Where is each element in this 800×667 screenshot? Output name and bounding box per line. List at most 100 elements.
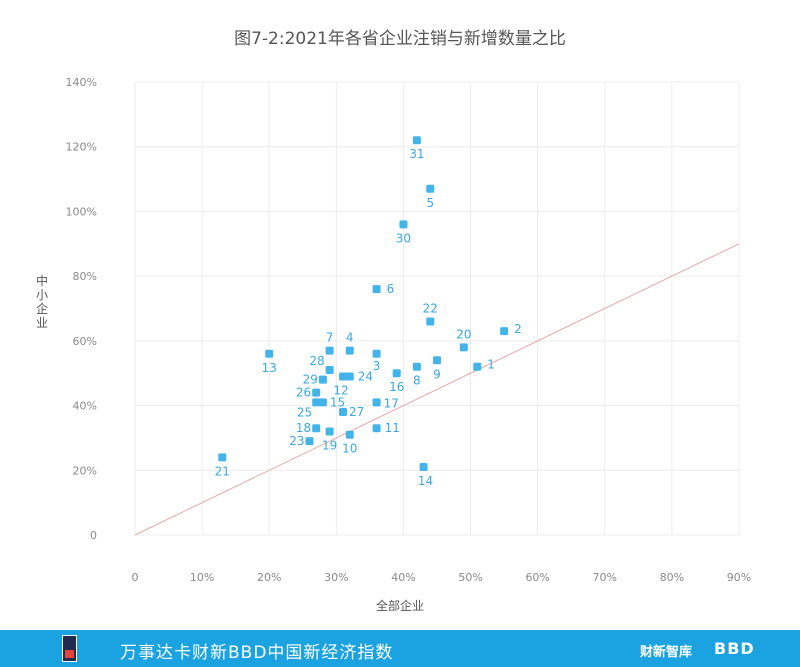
point-label: 24 [358,369,373,383]
y-axis-label: 中小企业 [36,273,48,330]
point-label: 11 [385,421,400,435]
point-label: 9 [433,367,441,381]
index-name: 万事达卡财新BBD中国新经济指数 [120,643,394,663]
point-label: 13 [262,361,277,375]
data-point [345,346,354,355]
data-point [318,398,327,407]
scatter-chart: 图7-2:2021年各省企业注销与新增数量之比 020%40%60%80%100… [36,29,752,613]
data-point [412,136,421,145]
data-point [339,372,348,381]
point-label: 23 [289,434,304,448]
point-label: 3 [373,359,381,373]
x-tick-label: 60% [525,571,549,584]
data-point [426,317,435,326]
data-point [372,349,381,358]
x-tick-label: 20% [257,571,281,584]
point-label: 18 [296,421,311,435]
grid [134,81,740,536]
y-axis-label-char: 中 [36,273,48,288]
point-label: 2 [514,322,522,336]
point-label: 20 [456,327,471,341]
data-point [339,408,348,417]
point-label: 29 [303,373,318,387]
data-point [372,424,381,433]
y-tick-label: 20% [73,464,97,477]
point-label: 1 [487,358,495,372]
data-point [419,463,428,472]
data-point [345,372,354,381]
y-tick-label: 40% [73,400,97,413]
data-point [412,362,421,371]
x-tick-label: 90% [727,571,751,584]
data-point [318,375,327,384]
y-tick-label: 0 [90,529,97,542]
point-label: 21 [215,464,230,478]
reference-line [134,243,740,536]
point-label: 4 [346,331,354,345]
y-axis-label-char: 业 [36,316,48,330]
x-tick-label: 50% [458,571,482,584]
point-label: 26 [296,386,311,400]
point-label: 27 [349,405,364,419]
y-tick-label: 100% [66,205,97,218]
x-tick-label: 30% [324,571,348,584]
x-tick-label: 10% [190,571,214,584]
point-label: 17 [384,396,399,410]
data-point [325,346,334,355]
point-label: 14 [418,474,433,488]
brand-caixin: 财新智库 [640,645,693,660]
point-label: 5 [426,196,434,210]
data-point [325,427,334,436]
point-label: 16 [389,380,404,394]
x-axis-label: 全部企业 [376,598,424,613]
point-label: 31 [409,147,424,161]
data-point [312,398,321,407]
x-tick-label: 70% [593,571,617,584]
point-label: 15 [330,395,345,409]
data-point [426,184,435,193]
data-point [372,398,381,407]
data-point [345,430,354,439]
data-point [399,220,408,229]
data-point [312,424,321,433]
x-tick-label: 80% [660,571,684,584]
x-axis: 0 10% 20% 30% 40% 50% 60% 70% 80% 90% [132,571,752,584]
point-label: 8 [413,374,421,388]
data-point [265,349,274,358]
point-label: 25 [297,405,312,419]
y-axis-label-char: 企 [36,301,48,316]
point-label: 10 [342,442,357,456]
x-tick-label: 0 [132,571,139,584]
x-tick-label: 40% [391,571,415,584]
point-label: 22 [423,301,438,315]
data-point [372,285,381,294]
point-label: 7 [326,331,334,345]
point-label: 19 [322,438,337,452]
data-point [459,343,468,352]
data-point [312,388,321,397]
y-axis-label-char: 小 [36,288,48,302]
point-label: 12 [333,383,348,397]
data-point [473,362,482,371]
point-label: 28 [309,354,324,368]
y-tick-label: 60% [73,335,97,348]
point-label: 30 [396,231,411,245]
y-axis: 0 20% 40% 60% 80% 100% 120% 140% [66,76,97,542]
y-tick-label: 120% [66,141,97,154]
data-point [325,365,334,374]
point-label: 6 [387,282,395,296]
data-point [433,356,441,365]
data-point [305,437,314,446]
data-point [392,369,401,378]
y-axis-label-group: 中小企业 [36,273,48,330]
points [218,136,509,472]
brand-bbd: BBD [714,639,755,658]
y-tick-label: 140% [66,76,97,89]
caixin-logo-icon [62,635,77,662]
footer-banner: 万事达卡财新BBD中国新经济指数 财新智库 BBD [0,630,800,667]
data-point [500,327,509,336]
y-tick-label: 80% [73,270,97,283]
data-point [218,453,227,462]
chart-title: 图7-2:2021年各省企业注销与新增数量之比 [234,29,566,49]
